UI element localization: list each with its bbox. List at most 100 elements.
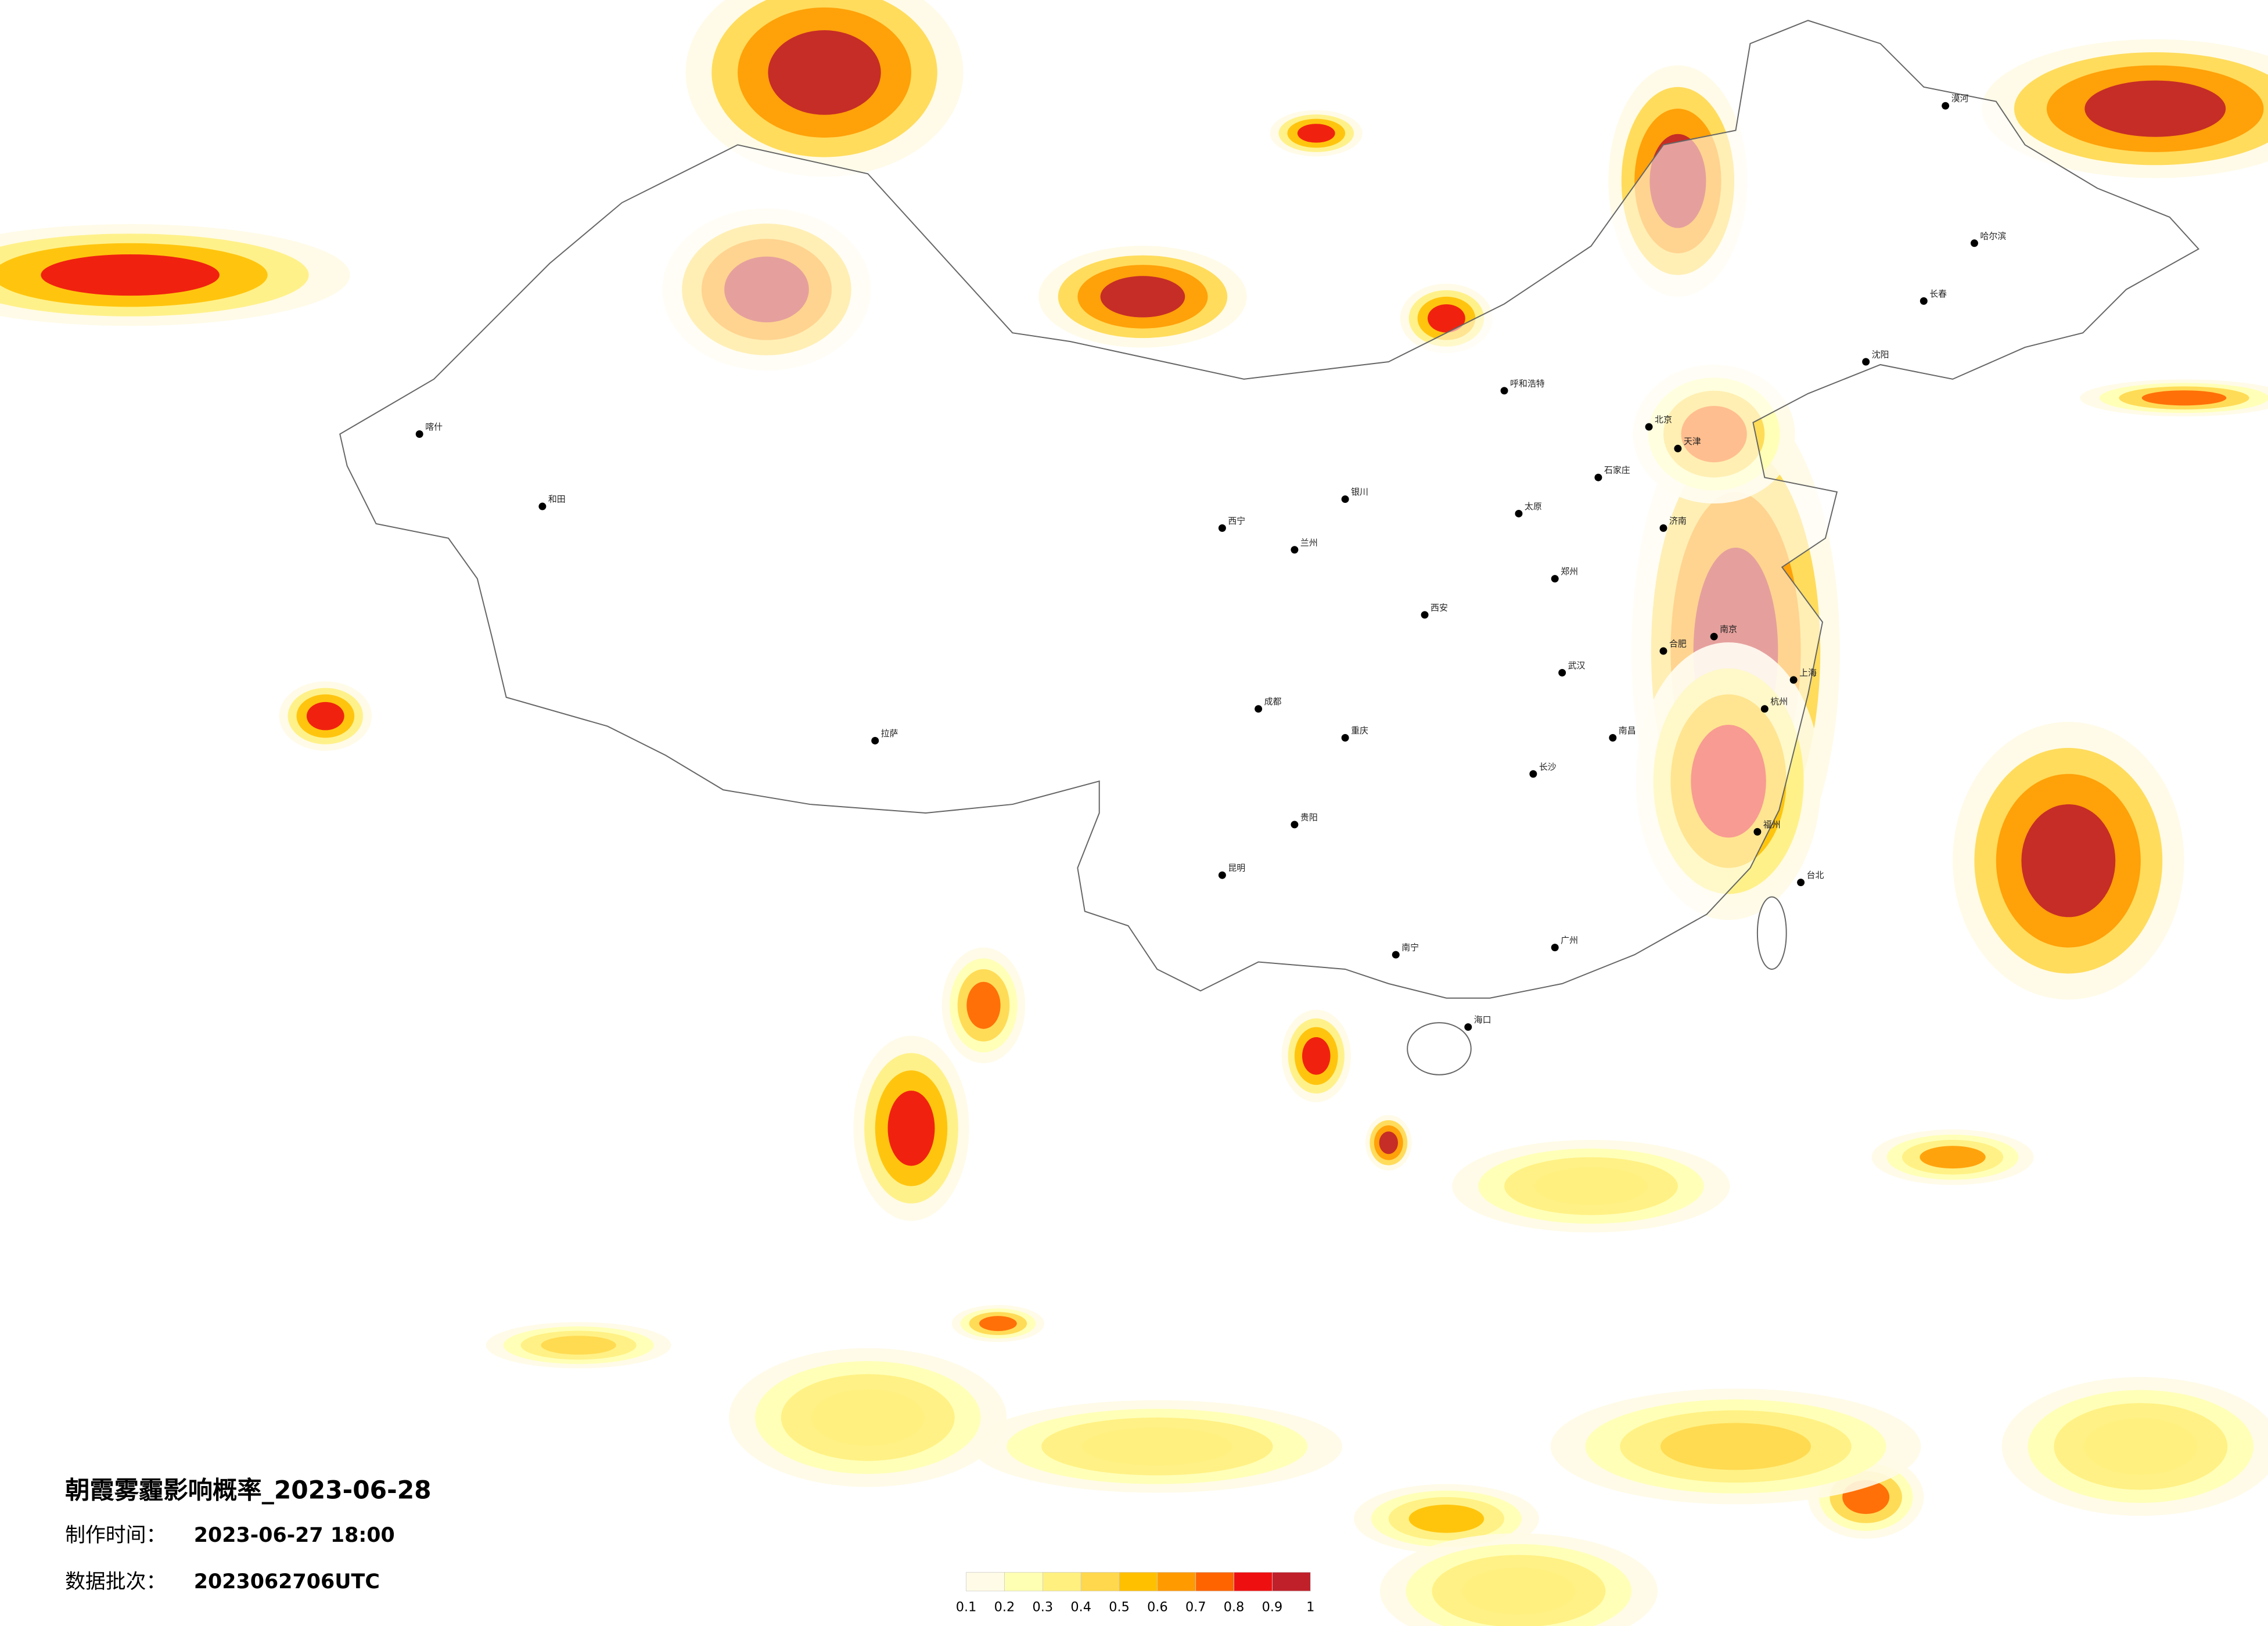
city-dot [1862, 358, 1870, 366]
city-label: 呼和浩特 [1510, 378, 1545, 388]
city-dot [1760, 705, 1769, 713]
city-dot [1710, 632, 1718, 641]
city-label: 哈尔滨 [1980, 231, 2006, 241]
colorbar-box [1234, 1572, 1273, 1592]
haze-area [1660, 1423, 1811, 1470]
haze-area [41, 254, 220, 296]
colorbar-tick-label: 0.5 [1109, 1600, 1130, 1615]
city-label: 西宁 [1228, 516, 1245, 526]
colorbar-tick-label: 0.2 [994, 1600, 1015, 1615]
haze-area [2141, 390, 2227, 406]
city-label: 广州 [1561, 935, 1578, 945]
city-label: 海口 [1474, 1015, 1491, 1025]
taiwan [1756, 896, 1787, 970]
haze-area [966, 981, 1001, 1029]
colorbar-tick-label: 0.3 [1033, 1600, 1054, 1615]
city-dot [1218, 871, 1226, 879]
city-label: 喀什 [425, 422, 443, 432]
city-label: 长春 [1929, 289, 1947, 299]
haze-area [2084, 1418, 2197, 1475]
haze-area [768, 30, 881, 115]
city-dot [1529, 770, 1537, 778]
city-label: 沈阳 [1872, 350, 1889, 360]
haze-area [1302, 1037, 1331, 1075]
haze-area [811, 1389, 925, 1446]
city-dot [1797, 879, 1805, 887]
city-dot [415, 430, 423, 438]
haze-area [979, 1316, 1017, 1332]
haze-area [1408, 1505, 1485, 1533]
city-dot [1920, 297, 1928, 305]
city-dot [1500, 387, 1508, 395]
haze-area [2021, 804, 2116, 918]
city-dot [1341, 734, 1349, 742]
city-label: 昆明 [1228, 863, 1245, 873]
colorbar-box [1042, 1572, 1081, 1592]
haze-area [1297, 124, 1335, 143]
city-dot [1291, 821, 1299, 829]
colorbar-box [966, 1572, 1005, 1592]
colorbar-tick-label: 0.7 [1185, 1600, 1206, 1615]
city-label: 漠河 [1951, 93, 1969, 104]
colorbar-tick-label: 0.9 [1262, 1600, 1283, 1615]
haze-area [1534, 1167, 1648, 1205]
city-label: 贵阳 [1300, 812, 1318, 822]
city-label: 杭州 [1770, 696, 1788, 707]
city-label: 天津 [1684, 436, 1701, 447]
colorbar-tick-label: 1 [1306, 1600, 1314, 1615]
haze-area [1920, 1146, 1986, 1169]
city-dot [538, 502, 547, 510]
haze-area [2084, 80, 2226, 137]
city-label: 合肥 [1669, 639, 1687, 649]
city-label: 福州 [1763, 819, 1781, 830]
haze-area [1081, 1427, 1232, 1466]
city-label: 太原 [1525, 501, 1542, 512]
colorbar-tick-label: 0.1 [956, 1600, 977, 1615]
batch: 2023062706UTC [194, 1570, 380, 1593]
city-dot [1594, 473, 1602, 481]
city-dot [1942, 102, 1950, 110]
colorbar-box [1004, 1572, 1043, 1592]
colorbar-box [1080, 1572, 1120, 1592]
haze-area [1100, 276, 1185, 318]
city-label: 长沙 [1539, 761, 1557, 772]
city-label: 石家庄 [1604, 465, 1630, 476]
haze-area [306, 702, 344, 731]
city-label: 武汉 [1568, 660, 1586, 671]
city-dot [1970, 239, 1978, 247]
city-label: 南昌 [1619, 725, 1636, 736]
china-border [339, 20, 2200, 999]
city-label: 西安 [1430, 602, 1448, 613]
batch-label: 数据批次： [65, 1570, 166, 1593]
city-dot [1255, 705, 1263, 713]
haze-area [1428, 304, 1465, 333]
city-label: 郑州 [1561, 566, 1578, 577]
city-dot [1674, 444, 1682, 452]
city-dot [1341, 495, 1349, 503]
city-dot [1789, 676, 1798, 684]
city-dot [1515, 510, 1523, 517]
hainan [1407, 1022, 1472, 1075]
city-label: 南京 [1720, 624, 1737, 635]
city-dot [1551, 575, 1559, 583]
colorbar-tick-label: 0.8 [1224, 1600, 1245, 1615]
colorbar-box [1195, 1572, 1234, 1592]
city-label: 拉萨 [881, 728, 898, 739]
made-time: 2023-06-27 18:00 [194, 1524, 395, 1547]
colorbar-box [1272, 1572, 1311, 1592]
city-label: 台北 [1807, 870, 1824, 880]
city-label: 北京 [1655, 415, 1672, 425]
city-dot [871, 737, 879, 744]
city-dot [1551, 944, 1559, 952]
colorbar-tick-label: 0.4 [1070, 1600, 1091, 1615]
map-title: 朝霞雾霾影响概率_2023-06-28 [65, 1476, 432, 1504]
city-label: 和田 [548, 494, 566, 505]
city-dot [1753, 828, 1762, 836]
city-label: 银川 [1351, 487, 1368, 497]
city-dot [1659, 647, 1667, 655]
city-label: 济南 [1669, 516, 1687, 526]
colorbar-box [1157, 1572, 1196, 1592]
